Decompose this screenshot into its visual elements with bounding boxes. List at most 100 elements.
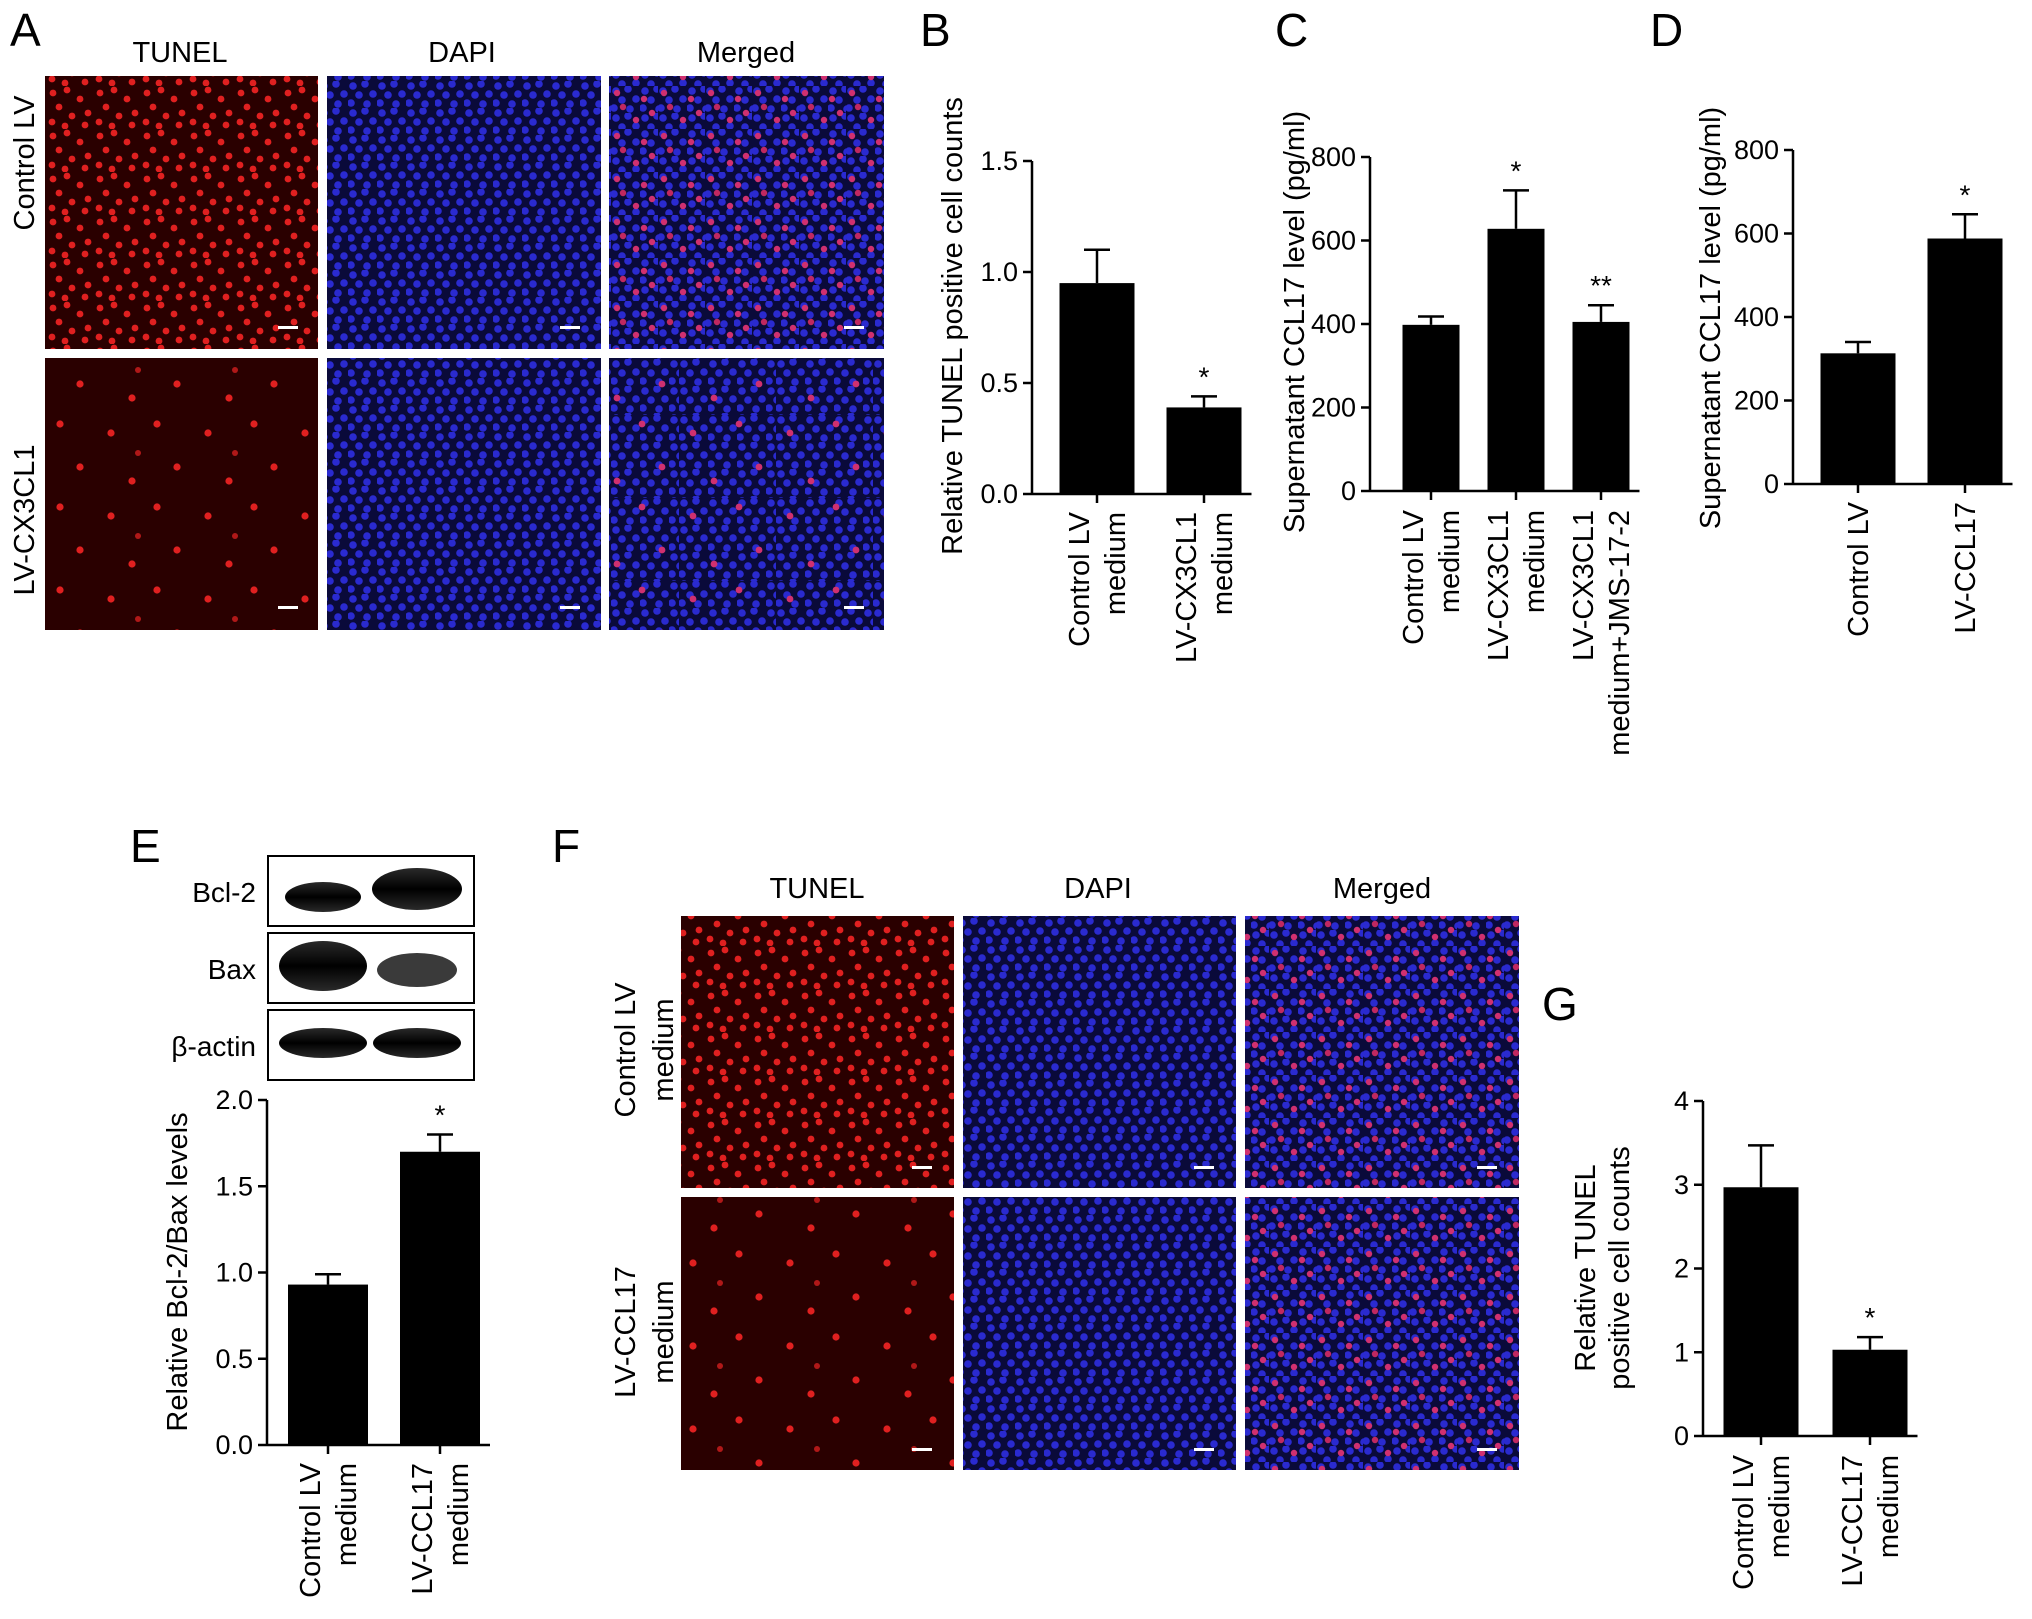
blot-label-bax: Bax <box>208 954 256 985</box>
scale-bar <box>844 326 864 329</box>
bar <box>400 1151 480 1445</box>
y-tick-label: 2 <box>1674 1254 1689 1284</box>
micrograph-f-dapi-ccl17 <box>963 1197 1236 1470</box>
col-label-merged: Merged <box>697 37 795 69</box>
significance-marker: ** <box>1590 270 1612 301</box>
bar <box>1572 321 1630 491</box>
scale-bar <box>560 606 580 609</box>
bar <box>1723 1187 1799 1436</box>
panel-label-d: D <box>1650 4 1683 56</box>
y-axis-label: Relative TUNEL positive cell counts <box>937 97 969 555</box>
row-label-medium: medium <box>648 1280 680 1383</box>
x-category-label: Control LV <box>1728 1454 1760 1590</box>
bar <box>1059 283 1135 494</box>
scale-bar <box>1194 1448 1214 1451</box>
y-axis-label: Relative Bcl-2/Bax levels <box>162 1112 194 1431</box>
y-tick-label: 800 <box>1311 142 1356 172</box>
western-blot: E Bcl-2 Bax β-actin <box>130 820 475 1081</box>
chart-g: G 0 1 2 3 4 Relative TUNEL positive cell counts… <box>1542 978 1918 1590</box>
y-tick-label: 3 <box>1674 1170 1689 1200</box>
x-category-label: medium <box>1207 512 1239 615</box>
bar <box>288 1284 368 1445</box>
y-tick-label: 200 <box>1734 386 1779 416</box>
bar <box>1487 228 1545 491</box>
y-tick-label: 1 <box>1674 1337 1689 1367</box>
x-category-label: medium <box>1764 1455 1796 1558</box>
col-label-dapi: DAPI <box>1064 873 1132 905</box>
y-tick-label: 800 <box>1734 135 1779 165</box>
y-tick-label: 1.0 <box>980 257 1018 287</box>
blot-label-beta-actin: β-actin <box>171 1031 256 1062</box>
row-label-control-lv: Control LV <box>610 982 642 1118</box>
scale-bar <box>560 326 580 329</box>
y-axis-label: Relative TUNEL <box>1570 1164 1602 1371</box>
micrograph-f-merged-ccl17 <box>1245 1197 1519 1470</box>
x-category-label: medium <box>1873 1455 1905 1558</box>
micrograph-a-dapi-control <box>327 76 601 349</box>
chart-b: B 0.0 0.5 1.0 1.5 Relative TUNEL positive cel… <box>920 4 1252 663</box>
panel-label-c: C <box>1275 4 1308 56</box>
x-category-label: LV-CX3CL1 <box>1171 512 1203 663</box>
y-tick-label: 600 <box>1734 219 1779 249</box>
x-category-label: LV-CCL17 <box>1950 502 1982 634</box>
x-category-label: medium <box>1100 512 1132 615</box>
scale-bar <box>278 606 298 609</box>
y-tick-label: 0.5 <box>215 1344 253 1374</box>
scale-bar <box>1194 1166 1214 1169</box>
panel-label-b: B <box>920 4 951 56</box>
scale-bar <box>1477 1166 1497 1169</box>
micrograph-f-merged-control <box>1245 916 1519 1188</box>
significance-marker: * <box>1960 179 1971 210</box>
x-category-label: LV-CX3CL1 <box>1568 510 1600 661</box>
x-category-label: LV-CX3CL1 <box>1483 510 1515 661</box>
y-tick-label: 400 <box>1734 302 1779 332</box>
y-tick-label: 0 <box>1764 469 1779 499</box>
bar-charts: B 0.0 0.5 1.0 1.5 Relative TUNEL positive cel… <box>162 4 2013 1598</box>
panel-label-e: E <box>130 820 161 872</box>
micrograph-a-merged-control <box>609 76 884 349</box>
y-tick-label: 200 <box>1311 393 1356 423</box>
micrograph-a-merged-cx3cl1 <box>609 358 884 630</box>
row-label-control-lv: Control LV <box>9 95 41 231</box>
x-category-label: medium <box>443 1463 475 1566</box>
scale-bar <box>912 1166 932 1169</box>
panel-label-g: G <box>1542 978 1578 1030</box>
significance-marker: * <box>435 1100 446 1131</box>
blot-band <box>285 882 361 912</box>
scale-bar <box>912 1448 932 1451</box>
x-category-label: LV-CCL17 <box>1837 1455 1869 1587</box>
x-category-label: LV-CCL17 <box>407 1463 439 1595</box>
micrograph-f-tunel-ccl17 <box>681 1197 954 1470</box>
panel-a: A TUNEL DAPI Merged Control LV LV-CX3CL1 <box>9 4 884 630</box>
scale-bar <box>844 606 864 609</box>
micrograph-a-tunel-cx3cl1 <box>45 358 318 630</box>
x-category-label: medium+JMS-17-2 <box>1604 510 1636 756</box>
x-category-label: Control LV <box>1064 511 1096 647</box>
blot-band <box>372 868 462 910</box>
blot-band <box>279 941 367 991</box>
y-tick-label: 400 <box>1311 309 1356 339</box>
scale-bar <box>1477 1448 1497 1451</box>
row-label-lv-cx3cl1: LV-CX3CL1 <box>9 445 41 596</box>
scale-bar <box>278 326 298 329</box>
row-label-medium: medium <box>648 998 680 1101</box>
significance-marker: * <box>1199 361 1210 392</box>
bar <box>1820 353 1896 484</box>
micrograph-f-tunel-control <box>681 916 954 1188</box>
micrograph-a-dapi-cx3cl1 <box>327 358 601 630</box>
panel-label-a: A <box>10 4 41 56</box>
y-tick-label: 0.0 <box>980 479 1018 509</box>
y-tick-label: 2.0 <box>215 1085 253 1115</box>
x-category-label: medium <box>1434 510 1466 613</box>
y-tick-label: 0.0 <box>215 1430 253 1460</box>
y-tick-label: 600 <box>1311 226 1356 256</box>
y-tick-label: 0 <box>1674 1421 1689 1451</box>
bar <box>1832 1349 1908 1436</box>
y-tick-label: 1.0 <box>215 1258 253 1288</box>
x-category-label: medium <box>331 1463 363 1566</box>
row-label-lv-ccl17: LV-CCL17 <box>610 1266 642 1398</box>
blot-band <box>373 1028 461 1058</box>
bar <box>1166 407 1242 494</box>
panel-f: F TUNEL DAPI Merged Control LV medium LV… <box>552 820 1519 1470</box>
